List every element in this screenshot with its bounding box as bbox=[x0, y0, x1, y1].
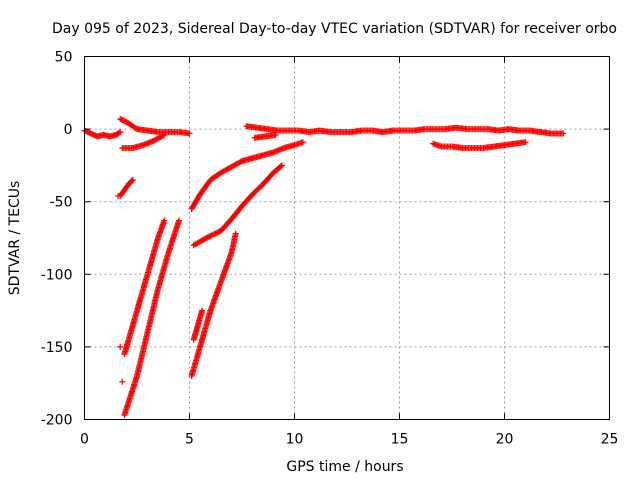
data-point-outliers bbox=[117, 343, 124, 350]
data-point-track-c bbox=[159, 132, 166, 139]
x-tick-label: 5 bbox=[185, 432, 194, 448]
data-point-track-e bbox=[161, 217, 168, 224]
data-point-track-j bbox=[213, 229, 220, 236]
data-point-track-j bbox=[278, 162, 285, 169]
data-point-track-m bbox=[522, 139, 529, 146]
data-point-track-h bbox=[199, 307, 206, 314]
x-tick-label: 20 bbox=[496, 432, 514, 448]
x-tick-label: 0 bbox=[80, 432, 89, 448]
data-point-track-k bbox=[560, 130, 567, 137]
data-point-track-g bbox=[232, 230, 239, 237]
data-point-track-c bbox=[161, 131, 168, 138]
data-point-track-j bbox=[203, 235, 210, 241]
data-point-track-j bbox=[208, 232, 215, 239]
data-point-track-j bbox=[207, 233, 214, 240]
y-tick-label: 50 bbox=[55, 50, 73, 66]
data-point-track-b bbox=[186, 130, 193, 137]
data-point-track-j bbox=[205, 233, 212, 240]
x-tick-label: 10 bbox=[286, 432, 304, 448]
x-tick-label: 15 bbox=[391, 432, 409, 448]
data-point-outliers bbox=[115, 192, 122, 199]
y-tick-label: -100 bbox=[41, 267, 73, 283]
y-tick-label: 0 bbox=[64, 122, 73, 138]
x-tick-label: 25 bbox=[601, 432, 619, 448]
data-point-track-a bbox=[116, 129, 123, 136]
plot-frame bbox=[84, 56, 610, 420]
y-tick-label: -50 bbox=[50, 195, 73, 211]
axis-ticks: 0 5 10 15 20 25 -200 -150 -100 -50 0 50 bbox=[41, 50, 619, 448]
data-point-track-f bbox=[176, 217, 182, 224]
y-axis-label: SDTVAR / TECUs bbox=[7, 181, 23, 296]
data-marks bbox=[81, 115, 567, 419]
data-point-track-i bbox=[237, 158, 244, 165]
data-point-outliers bbox=[119, 378, 126, 385]
data-point-track-i bbox=[299, 139, 306, 146]
data-point-track-d bbox=[128, 177, 135, 184]
chart-title: Day 095 of 2023, Sidereal Day-to-day VTE… bbox=[52, 21, 617, 37]
data-point-track-j bbox=[204, 234, 211, 241]
x-axis-label: GPS time / hours bbox=[286, 459, 403, 475]
data-point-track-j bbox=[277, 163, 284, 170]
y-tick-label: -150 bbox=[41, 340, 73, 356]
data-point-track-j bbox=[209, 231, 216, 238]
data-point-track-a bbox=[117, 129, 124, 136]
y-tick-label: -200 bbox=[41, 413, 73, 429]
data-point-track-j bbox=[215, 229, 222, 236]
grid-layer bbox=[84, 56, 610, 420]
data-point-track-j bbox=[212, 230, 219, 237]
data-point-track-j bbox=[211, 231, 218, 238]
data-point-track-l bbox=[272, 131, 279, 138]
data-point-track-d bbox=[129, 176, 136, 183]
